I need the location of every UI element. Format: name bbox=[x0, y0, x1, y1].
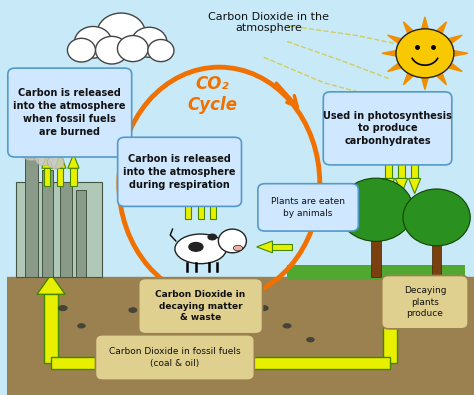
Bar bbox=[432, 233, 441, 276]
Ellipse shape bbox=[208, 234, 217, 240]
Circle shape bbox=[74, 26, 112, 58]
Polygon shape bbox=[435, 22, 447, 36]
Bar bbox=[287, 265, 465, 280]
Bar bbox=[273, 244, 292, 250]
Bar bbox=[44, 168, 50, 186]
Polygon shape bbox=[452, 50, 468, 56]
Polygon shape bbox=[382, 50, 398, 56]
Bar bbox=[51, 357, 102, 369]
FancyBboxPatch shape bbox=[382, 276, 468, 329]
Bar bbox=[411, 160, 418, 179]
FancyBboxPatch shape bbox=[139, 278, 263, 334]
Polygon shape bbox=[421, 76, 428, 90]
Polygon shape bbox=[272, 188, 281, 199]
Ellipse shape bbox=[58, 306, 67, 310]
Text: Carbon is released
into the atmosphere
during respiration: Carbon is released into the atmosphere d… bbox=[123, 154, 236, 190]
Bar bbox=[25, 158, 38, 276]
FancyBboxPatch shape bbox=[323, 92, 452, 165]
Polygon shape bbox=[208, 188, 219, 202]
Circle shape bbox=[67, 38, 95, 62]
Polygon shape bbox=[182, 188, 193, 202]
Polygon shape bbox=[37, 275, 65, 294]
Text: Carbon Dioxide in
decaying matter
& waste: Carbon Dioxide in decaying matter & wast… bbox=[155, 290, 246, 322]
Circle shape bbox=[118, 36, 148, 62]
Bar bbox=[398, 160, 405, 179]
FancyBboxPatch shape bbox=[118, 137, 241, 207]
Circle shape bbox=[28, 135, 46, 149]
Polygon shape bbox=[395, 179, 408, 194]
Bar bbox=[71, 168, 77, 186]
Bar bbox=[42, 170, 54, 276]
Polygon shape bbox=[68, 154, 79, 168]
Bar bbox=[76, 190, 86, 276]
Bar bbox=[383, 290, 397, 363]
Circle shape bbox=[338, 178, 413, 241]
Text: Carbon is released
into the atmosphere
when fossil fuels
are burned: Carbon is released into the atmosphere w… bbox=[13, 88, 126, 137]
Polygon shape bbox=[435, 71, 447, 85]
Text: Used in photosynthesis
to produce
carbonhydrates: Used in photosynthesis to produce carbon… bbox=[323, 111, 452, 146]
Circle shape bbox=[47, 155, 64, 169]
Bar bbox=[7, 276, 474, 395]
Bar bbox=[371, 227, 381, 276]
Bar bbox=[260, 199, 265, 213]
Bar bbox=[198, 202, 204, 219]
Bar bbox=[44, 294, 58, 363]
Ellipse shape bbox=[307, 338, 314, 342]
FancyBboxPatch shape bbox=[258, 184, 358, 231]
Polygon shape bbox=[421, 17, 428, 31]
Polygon shape bbox=[388, 35, 404, 45]
Circle shape bbox=[148, 40, 174, 62]
Ellipse shape bbox=[259, 306, 268, 310]
Circle shape bbox=[95, 36, 128, 64]
Text: Plants are eaten
by animals: Plants are eaten by animals bbox=[271, 197, 345, 218]
Ellipse shape bbox=[78, 324, 85, 328]
Polygon shape bbox=[42, 154, 53, 168]
Polygon shape bbox=[257, 241, 273, 253]
Bar bbox=[250, 357, 390, 369]
Bar bbox=[57, 168, 64, 186]
Polygon shape bbox=[226, 352, 250, 375]
Bar bbox=[210, 202, 216, 219]
Polygon shape bbox=[409, 179, 421, 194]
Ellipse shape bbox=[189, 243, 203, 251]
Polygon shape bbox=[195, 188, 206, 202]
Circle shape bbox=[97, 13, 146, 54]
Text: CO₂
Cycle: CO₂ Cycle bbox=[187, 75, 237, 114]
Ellipse shape bbox=[129, 308, 137, 312]
Polygon shape bbox=[446, 35, 462, 45]
Bar bbox=[60, 182, 72, 276]
Ellipse shape bbox=[175, 234, 226, 264]
Ellipse shape bbox=[181, 336, 188, 340]
Circle shape bbox=[131, 27, 167, 57]
FancyBboxPatch shape bbox=[8, 68, 132, 157]
Bar bbox=[7, 0, 474, 276]
Polygon shape bbox=[388, 62, 404, 71]
Circle shape bbox=[42, 142, 57, 154]
Circle shape bbox=[219, 229, 246, 253]
Circle shape bbox=[35, 150, 54, 166]
Polygon shape bbox=[403, 71, 415, 85]
Polygon shape bbox=[403, 22, 415, 36]
Ellipse shape bbox=[233, 245, 243, 251]
FancyBboxPatch shape bbox=[95, 335, 255, 380]
Polygon shape bbox=[55, 154, 66, 168]
Polygon shape bbox=[383, 179, 394, 194]
Circle shape bbox=[396, 29, 454, 78]
Circle shape bbox=[21, 143, 42, 161]
Ellipse shape bbox=[283, 324, 291, 328]
Text: Decaying
plants
produce: Decaying plants produce bbox=[404, 286, 446, 318]
Polygon shape bbox=[446, 62, 462, 71]
Bar bbox=[274, 199, 279, 213]
Polygon shape bbox=[258, 188, 267, 199]
Text: Carbon Dioxide in the
atmosphere: Carbon Dioxide in the atmosphere bbox=[208, 12, 329, 34]
Circle shape bbox=[403, 189, 470, 246]
Bar bbox=[185, 202, 191, 219]
Bar bbox=[16, 182, 102, 276]
Bar bbox=[385, 160, 392, 179]
Text: Carbon Dioxide in fossil fuels
(coal & oil): Carbon Dioxide in fossil fuels (coal & o… bbox=[109, 347, 241, 368]
